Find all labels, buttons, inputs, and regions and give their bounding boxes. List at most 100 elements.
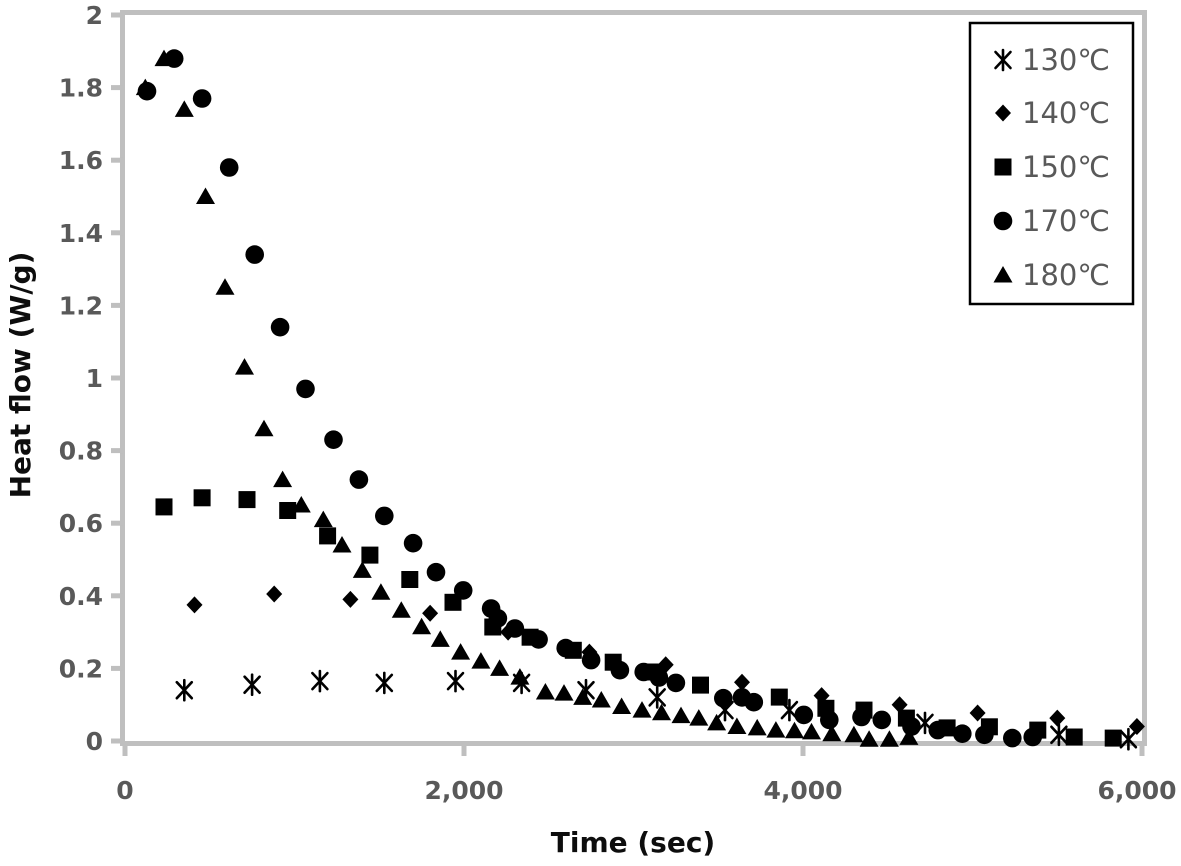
asterisk-stroke <box>780 700 799 720</box>
data-point-150c <box>401 571 419 588</box>
data-point-170c <box>349 470 369 489</box>
y-tick-label: 1.2 <box>59 291 103 320</box>
circle-glyph <box>744 692 764 712</box>
data-point-130c <box>446 669 465 693</box>
triangle-glyph <box>451 643 471 660</box>
y-tick-label: 1.4 <box>59 219 103 248</box>
diamond-glyph <box>422 604 439 622</box>
diamond-glyph <box>734 673 750 691</box>
data-point-130c <box>648 686 667 709</box>
asterisk-stroke <box>648 688 667 707</box>
asterisk-stroke <box>375 673 394 693</box>
data-point-180c <box>510 668 530 685</box>
triangle-glyph <box>612 697 632 714</box>
data-point-180c <box>471 652 491 669</box>
circle-glyph <box>556 638 575 658</box>
triangle-glyph <box>254 419 274 437</box>
data-point-170c <box>649 668 669 687</box>
circle-glyph <box>581 650 601 670</box>
circle-glyph <box>928 720 948 740</box>
circle-glyph <box>529 630 548 649</box>
data-point-180c <box>412 617 432 635</box>
data-point-180c <box>727 717 747 734</box>
triangle-glyph <box>652 703 671 721</box>
data-point-180c <box>573 688 593 705</box>
data-point-180c <box>154 49 174 67</box>
data-point-180c <box>313 510 333 528</box>
legend-item-140c: 140℃ <box>995 96 1110 130</box>
data-point-170c <box>505 619 525 638</box>
data-point-180c <box>747 718 767 736</box>
x-tick-label: 6,000 <box>1097 776 1176 805</box>
data-point-150c <box>1104 729 1122 747</box>
data-point-170c <box>581 650 601 670</box>
data-point-150c <box>361 546 379 564</box>
data-point-170c <box>744 692 764 712</box>
triangle-glyph <box>785 721 804 739</box>
data-point-180c <box>391 601 411 618</box>
data-point-180c <box>591 691 611 708</box>
diamond-glyph <box>891 696 908 714</box>
circle-glyph <box>649 668 669 687</box>
asterisk-glyph <box>994 48 1012 72</box>
triangle-glyph <box>879 730 899 747</box>
legend-label: 130℃ <box>1022 43 1110 77</box>
data-point-180c <box>352 561 372 578</box>
data-point-140c <box>342 590 359 608</box>
data-points <box>135 49 1145 751</box>
circle-glyph <box>245 245 264 264</box>
circle-glyph <box>192 89 212 108</box>
data-point-140c <box>1128 718 1145 735</box>
triangle-glyph <box>510 668 530 685</box>
data-point-170c <box>852 707 871 727</box>
data-point-130c <box>311 669 329 693</box>
square-glyph <box>1065 728 1083 746</box>
triangle-glyph <box>844 725 864 743</box>
circle-glyph <box>426 562 446 582</box>
data-point-150c <box>238 491 256 509</box>
data-point-180c <box>899 728 919 745</box>
data-point-180c <box>671 706 691 724</box>
triangle-glyph <box>766 721 786 738</box>
data-point-180c <box>291 496 311 513</box>
asterisk-stroke <box>446 671 465 691</box>
triangle-glyph <box>352 561 372 578</box>
asterisk-stroke <box>175 680 194 700</box>
circle-glyph <box>270 317 290 337</box>
data-point-180c <box>879 730 899 747</box>
legend-item-170c: 170℃ <box>993 204 1110 238</box>
circle-glyph <box>505 619 525 638</box>
triangle-glyph <box>490 659 510 676</box>
y-tick-label: 1.8 <box>59 74 103 103</box>
x-tick-label: 0 <box>116 776 133 805</box>
legend-label: 140℃ <box>1022 96 1110 130</box>
circle-glyph <box>296 379 315 399</box>
x-tick-label: 2,000 <box>424 776 503 805</box>
triangle-glyph <box>822 724 842 742</box>
data-point-170c <box>953 724 972 743</box>
data-point-170c <box>270 317 290 337</box>
data-point-170c <box>902 717 921 736</box>
circle-glyph <box>488 609 508 628</box>
square-glyph <box>319 527 337 545</box>
diamond-glyph <box>186 596 203 614</box>
data-point-170c <box>714 688 733 708</box>
triangle-glyph <box>554 684 574 701</box>
data-point-170c <box>666 673 686 693</box>
triangle-glyph <box>371 583 391 600</box>
data-point-130c <box>175 678 194 702</box>
data-point-150c <box>193 489 211 507</box>
diamond-glyph <box>1049 709 1066 727</box>
circle-glyph <box>993 211 1013 231</box>
data-point-150c <box>319 527 337 545</box>
data-point-150c <box>1065 728 1083 746</box>
triangle-glyph <box>859 730 879 747</box>
triangle-glyph <box>993 266 1013 283</box>
diamond-glyph <box>995 104 1011 122</box>
data-point-180c <box>371 583 391 600</box>
triangle-glyph <box>196 187 215 204</box>
data-point-170c <box>556 638 575 658</box>
data-point-150c <box>279 502 297 519</box>
triangle-glyph <box>747 718 767 736</box>
